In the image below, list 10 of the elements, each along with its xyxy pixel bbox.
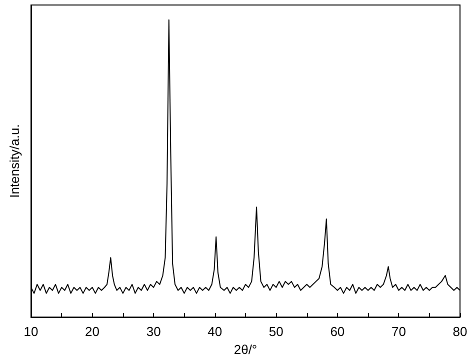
x-tick-label: 20 (85, 324, 100, 340)
x-axis-title: 2θ/° (234, 342, 258, 357)
x-tick-label: 30 (146, 324, 161, 340)
x-tick-label: 50 (268, 324, 284, 340)
x-tick-label: 70 (391, 324, 406, 340)
x-tick-label: 10 (24, 324, 38, 340)
y-axis-title: Intensity/a.u. (7, 124, 22, 198)
x-tick-label: 80 (452, 324, 468, 340)
x-tick-label: 40 (208, 324, 222, 340)
x-tick-label: 60 (330, 324, 345, 340)
